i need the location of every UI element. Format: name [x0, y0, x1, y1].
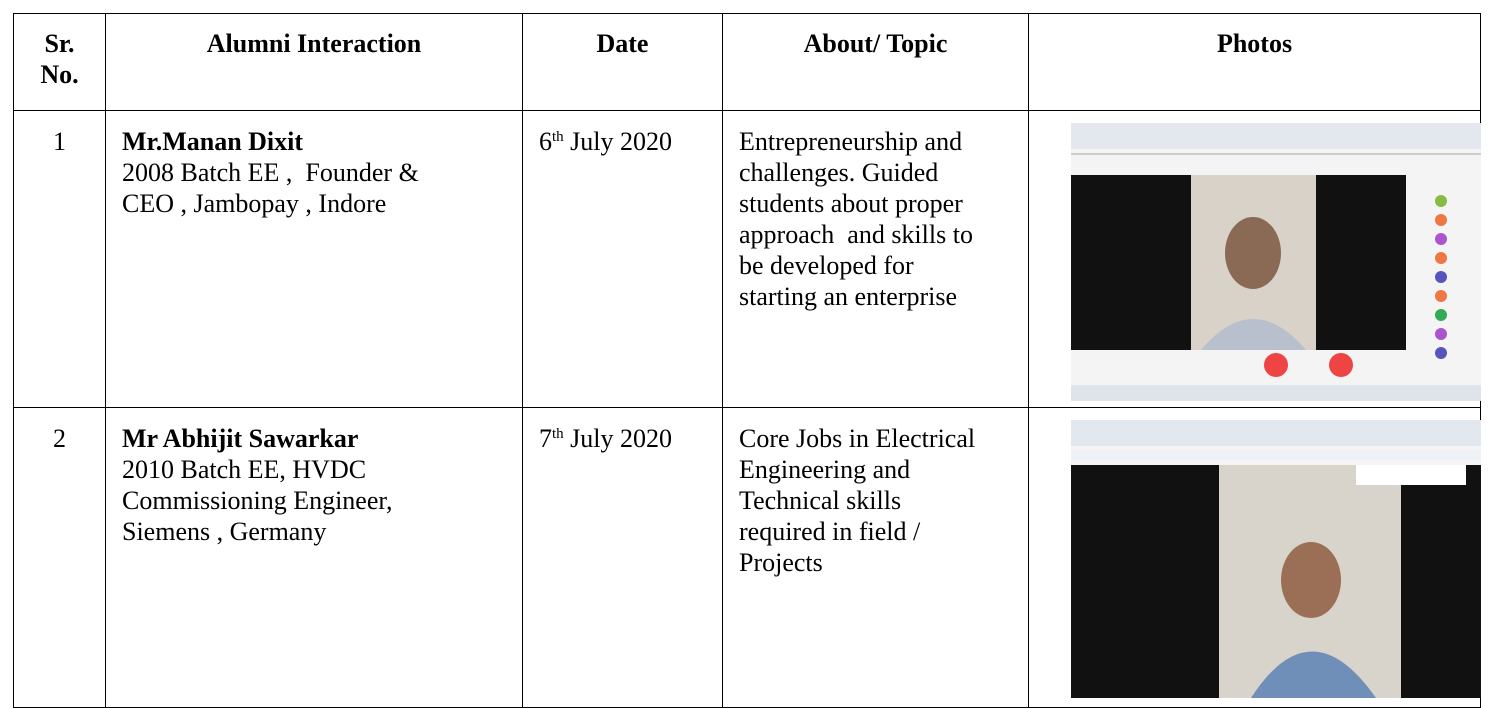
avatar [1435, 290, 1447, 302]
avatar [1435, 252, 1447, 264]
photo-screenshot [1071, 123, 1481, 401]
date-suffix: th [552, 129, 564, 145]
topic-line: approach and skills to [739, 220, 973, 249]
header-text: No. [40, 60, 79, 89]
sr-no-cell: 1 [13, 110, 106, 408]
table-row: 1 Mr.Manan Dixit 2008 Batch EE , Founder &… [13, 110, 1481, 408]
alumni-name: Mr Abhijit Sawarkar [122, 424, 359, 453]
topic-line: Entrepreneurship and [739, 127, 963, 156]
photo-shape [1401, 465, 1481, 698]
photo-shape [1071, 450, 1481, 460]
person [1251, 651, 1376, 698]
control [1329, 353, 1353, 377]
sr-no-cell: 2 [13, 407, 106, 708]
date-cell: 7th July 2020 [522, 407, 723, 708]
header-row: Sr. No. Alumni Interaction Date About/ To… [13, 13, 1481, 111]
topic-line: Engineering and [739, 455, 911, 484]
topic-cell: Entrepreneurship and challenges. Guided st… [722, 110, 1029, 408]
header-cell: Alumni Interaction [105, 13, 523, 111]
control [1264, 353, 1288, 377]
alumni-details: Siemens , Germany [122, 517, 327, 546]
topic-cell: Core Jobs in Electrical Engineering and Te… [722, 407, 1029, 708]
header-cell: Photos [1028, 13, 1481, 111]
alumni-details: CEO , Jambopay , Indore [122, 189, 387, 218]
date-day: 6 [539, 127, 552, 156]
date-suffix: th [552, 426, 564, 442]
avatar [1435, 309, 1447, 321]
alumni-cell: Mr.Manan Dixit 2008 Batch EE , Founder & C… [105, 110, 523, 408]
alumni-name: Mr.Manan Dixit [122, 127, 304, 156]
photo-shape [1071, 175, 1191, 350]
photo-shape [1071, 420, 1481, 446]
avatar [1435, 271, 1447, 283]
alumni-details: 2010 Batch EE, HVDC [122, 455, 367, 484]
header-cell: Date [522, 13, 723, 111]
photo-shape [1316, 175, 1406, 350]
avatar [1435, 195, 1447, 207]
avatar [1435, 233, 1447, 245]
date-cell: 6th July 2020 [522, 110, 723, 408]
topic-line: required in field / [739, 517, 921, 546]
alumni-cell: Mr Abhijit Sawarkar 2010 Batch EE, HVDC Co… [105, 407, 523, 708]
alumni-details: Commissioning Engineer, [122, 486, 393, 515]
photo-cell [1028, 407, 1481, 708]
photo-shape [1356, 465, 1466, 485]
header-cell: Sr. No. [13, 13, 106, 111]
topic-line: be developed for [739, 251, 914, 280]
person [1201, 319, 1306, 350]
person [1225, 217, 1281, 289]
topic-line: challenges. Guided [739, 158, 939, 187]
alumni-details: 2008 Batch EE , Founder & [122, 158, 419, 187]
topic-line: Technical skills [739, 486, 902, 515]
avatar [1435, 347, 1447, 359]
photo-shape [1071, 385, 1481, 401]
photo-shape [1071, 153, 1481, 155]
topic-line: starting an enterprise [739, 282, 958, 311]
date-month-year: July 2020 [570, 127, 673, 156]
topic-line: Core Jobs in Electrical [739, 424, 976, 453]
table-row: 2 Mr Abhijit Sawarkar 2010 Batch EE, HVDC C… [13, 407, 1481, 708]
topic-line: students about proper [739, 189, 963, 218]
header-text: Sr. [44, 29, 75, 58]
topic-line: Projects [739, 548, 823, 577]
date-month-year: July 2020 [570, 424, 673, 453]
alumni-table: Sr. No. Alumni Interaction Date About/ To… [13, 13, 1481, 708]
photo-cell [1028, 110, 1481, 408]
photo-shape [1071, 465, 1219, 698]
photo-shape [1071, 123, 1481, 149]
date-day: 7 [539, 424, 552, 453]
avatar [1435, 214, 1447, 226]
avatar [1435, 328, 1447, 340]
person [1281, 542, 1341, 618]
photo-screenshot [1071, 420, 1481, 698]
header-cell: About/ Topic [722, 13, 1029, 111]
